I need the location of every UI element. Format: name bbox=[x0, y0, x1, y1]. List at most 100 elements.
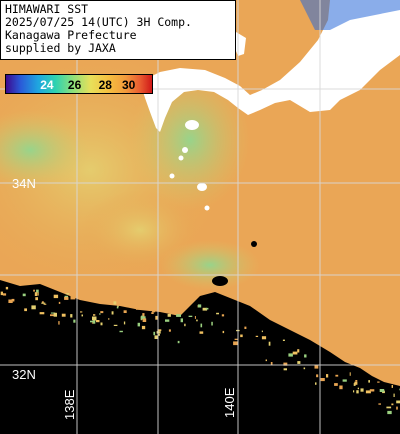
speckle bbox=[36, 289, 39, 293]
speckle bbox=[356, 390, 359, 394]
speckle bbox=[70, 295, 76, 300]
speckle bbox=[80, 311, 83, 313]
speckle bbox=[8, 299, 13, 303]
island-miyakejima bbox=[197, 183, 207, 191]
lat-label-32n: 32N bbox=[12, 367, 36, 382]
header-line-4: supplied by JAXA bbox=[5, 41, 116, 55]
island-toshima bbox=[182, 147, 188, 153]
speckle bbox=[119, 330, 123, 333]
speckle bbox=[123, 310, 127, 313]
island-mikurajima bbox=[204, 205, 210, 211]
speckle bbox=[65, 293, 70, 295]
speckle bbox=[165, 319, 170, 322]
speckle bbox=[314, 365, 319, 369]
speckle bbox=[5, 286, 9, 290]
speckle bbox=[304, 354, 307, 358]
speckle bbox=[136, 308, 140, 310]
speckle bbox=[64, 296, 69, 300]
header-line-1: HIMAWARI SST bbox=[5, 2, 89, 16]
speckle bbox=[194, 316, 196, 319]
speckle bbox=[396, 406, 398, 410]
speckle bbox=[11, 298, 15, 302]
speckle bbox=[93, 314, 96, 316]
speckle bbox=[116, 306, 119, 309]
speckle bbox=[355, 380, 358, 382]
speckle bbox=[393, 393, 395, 397]
speckle bbox=[202, 307, 208, 311]
speckle bbox=[360, 388, 364, 392]
speckle bbox=[35, 297, 38, 301]
speckle bbox=[197, 304, 202, 308]
speckle bbox=[156, 331, 161, 334]
speckle bbox=[141, 325, 146, 330]
speckle bbox=[391, 385, 393, 388]
speckle bbox=[151, 312, 154, 314]
speckle bbox=[96, 320, 100, 323]
speckle bbox=[41, 302, 46, 304]
speckle bbox=[142, 318, 147, 322]
speckle bbox=[41, 301, 44, 304]
colorbar-tick-28: 28 bbox=[98, 78, 112, 92]
speckle bbox=[205, 307, 209, 310]
speckle bbox=[316, 374, 319, 378]
speckle bbox=[123, 321, 126, 325]
speckle bbox=[391, 403, 394, 406]
speckle bbox=[326, 374, 329, 378]
speckle bbox=[113, 324, 118, 326]
speckle bbox=[2, 293, 7, 296]
speckle bbox=[354, 381, 358, 385]
speckle bbox=[255, 335, 259, 337]
speckle bbox=[339, 385, 343, 390]
speckle bbox=[221, 314, 225, 317]
land-mainland bbox=[140, 0, 400, 132]
speckle bbox=[387, 410, 392, 415]
speckle bbox=[196, 319, 198, 322]
speckle bbox=[396, 400, 400, 404]
header-line-2: 2025/07/25 14(UTC) 3H Comp. bbox=[5, 15, 192, 29]
speckle bbox=[222, 330, 225, 334]
speckle bbox=[292, 351, 298, 355]
speckle bbox=[111, 311, 114, 315]
speckle bbox=[31, 305, 36, 310]
speckle bbox=[283, 362, 288, 366]
speckle bbox=[180, 318, 183, 323]
header-info-box: HIMAWARI SST 2025/07/25 14(UTC) 3H Comp.… bbox=[0, 0, 236, 60]
speckle bbox=[90, 320, 94, 323]
speckle bbox=[261, 330, 263, 333]
speckle bbox=[167, 313, 171, 317]
speckle bbox=[158, 333, 160, 336]
speckle bbox=[70, 314, 73, 318]
speckle bbox=[365, 390, 371, 394]
speckle bbox=[349, 372, 351, 376]
speckle bbox=[386, 406, 392, 409]
speckle bbox=[268, 341, 271, 346]
lon-label-138e: 138E bbox=[62, 389, 77, 420]
speckle bbox=[334, 383, 338, 386]
speckle bbox=[368, 380, 370, 383]
speckle bbox=[265, 359, 267, 362]
speckle bbox=[152, 310, 156, 313]
speckle bbox=[100, 322, 103, 326]
speckle bbox=[335, 374, 339, 377]
speckle bbox=[234, 338, 238, 340]
speckle bbox=[43, 303, 47, 305]
speckle bbox=[140, 316, 146, 320]
speckle bbox=[155, 315, 158, 320]
speckle bbox=[113, 301, 117, 305]
sst-yellow-patch bbox=[80, 190, 200, 270]
speckle bbox=[37, 292, 39, 296]
speckle bbox=[188, 315, 193, 317]
speckle bbox=[153, 331, 156, 336]
speckle bbox=[34, 292, 38, 296]
speckle bbox=[283, 368, 287, 371]
lat-label-34n: 34N bbox=[12, 176, 36, 191]
speckle bbox=[297, 349, 300, 353]
island-niijima bbox=[178, 155, 184, 161]
speckle bbox=[369, 389, 375, 392]
speckle bbox=[64, 295, 68, 298]
sst-green-patch-west bbox=[0, 110, 90, 190]
speckle bbox=[377, 381, 380, 383]
